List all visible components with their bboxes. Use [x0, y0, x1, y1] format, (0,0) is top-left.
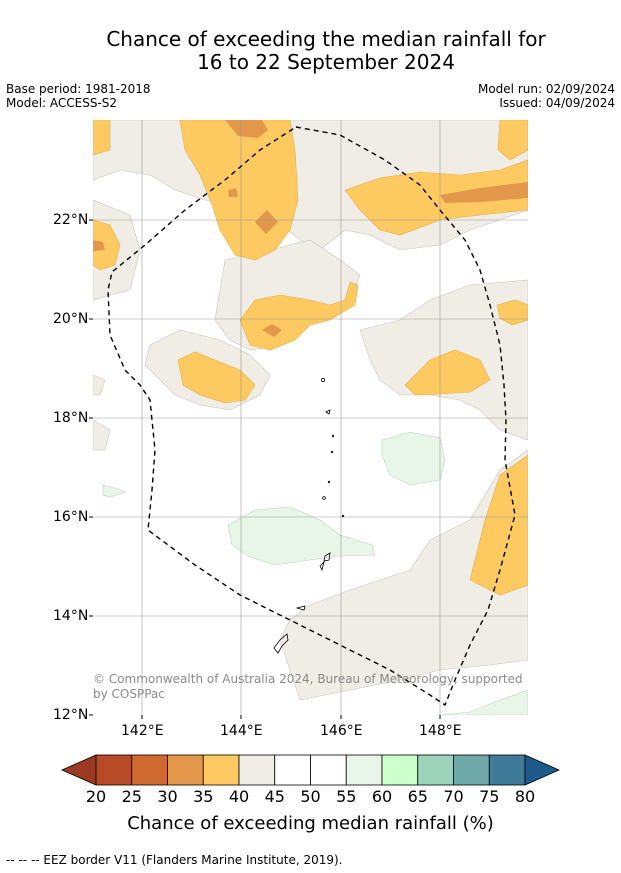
colorbar-label: 25	[121, 787, 142, 806]
colorbar-label: 60	[371, 787, 393, 806]
lat-tick-12: 12°N	[53, 707, 89, 723]
colorbar-label: 75	[479, 787, 500, 806]
colorbar-label: 45	[264, 787, 285, 806]
colorbar-segment	[381, 754, 419, 786]
colorbar-label: 30	[157, 787, 178, 806]
colorbar-segment	[274, 754, 311, 786]
eez-footnote: -- -- -- EEZ border V11 (Flanders Marine…	[6, 853, 343, 867]
lon-tick-142: 142°E	[121, 723, 164, 739]
colorbar-segment	[453, 754, 490, 786]
copyright-line-2: by COSPPac	[93, 687, 165, 701]
colorbar-segment	[202, 754, 240, 786]
colorbar-segment	[238, 754, 276, 786]
model-run: Model run: 02/09/2024	[477, 82, 615, 96]
colorbar-arrow-high	[524, 754, 560, 786]
meta-left: Base period: 1981-2018 Model: ACCESS-S2	[6, 82, 151, 110]
copyright-line-1: © Commonwealth of Australia 2024, Bureau…	[93, 672, 523, 686]
map-title: Chance of exceeding the median rainfall …	[0, 28, 621, 74]
dark-orange-regions	[93, 120, 528, 337]
meta-right: Model run: 02/09/2024 Issued: 04/09/2024	[478, 82, 615, 110]
title-line-1: Chance of exceeding the median rainfall …	[106, 27, 546, 51]
colorbar	[61, 754, 560, 786]
colorbar-label: 50	[300, 787, 321, 806]
lat-tick-16: 16°N	[53, 509, 89, 525]
colorbar-label: 40	[228, 787, 250, 806]
colorbar-label: 80	[514, 787, 536, 806]
lon-tick-146: 146°E	[320, 723, 363, 739]
colorbar-segment	[310, 754, 347, 786]
lat-tick-14: 14°N	[53, 608, 89, 624]
model-name: Model: ACCESS-S2	[6, 96, 118, 110]
green-regions	[102, 431, 528, 715]
issued-date: Issued: 04/09/2024	[499, 96, 615, 110]
lon-tick-148: 148°E	[419, 723, 462, 739]
colorbar-segment	[488, 754, 526, 786]
colorbar-segment	[417, 754, 454, 786]
colorbar-label: 70	[443, 787, 464, 806]
title-line-2: 16 to 22 September 2024	[197, 50, 455, 74]
probability-field	[93, 120, 528, 715]
colorbar-segment	[95, 754, 133, 786]
colorbar-label: 20	[85, 787, 107, 806]
colorbar-label: 55	[336, 787, 357, 806]
lon-tick-144: 144°E	[220, 723, 263, 739]
colorbar-segment	[167, 754, 204, 786]
tick-marks	[89, 219, 441, 719]
colorbar-segment	[131, 754, 168, 786]
colorbar-title: Chance of exceeding median rainfall (%)	[127, 813, 494, 834]
lat-tick-18: 18°N	[53, 410, 89, 426]
lat-tick-22: 22°N	[53, 212, 89, 228]
colorbar-label: 65	[407, 787, 428, 806]
copyright-note: © Commonwealth of Australia 2024, Bureau…	[93, 672, 523, 702]
colorbar-label: 35	[193, 787, 214, 806]
colorbar-arrow-low	[61, 754, 97, 786]
colorbar-segment	[345, 754, 383, 786]
base-period: Base period: 1981-2018	[6, 82, 151, 96]
island-outlines	[273, 377, 345, 654]
grid-lines	[93, 120, 528, 715]
lat-tick-20: 20°N	[53, 311, 89, 327]
